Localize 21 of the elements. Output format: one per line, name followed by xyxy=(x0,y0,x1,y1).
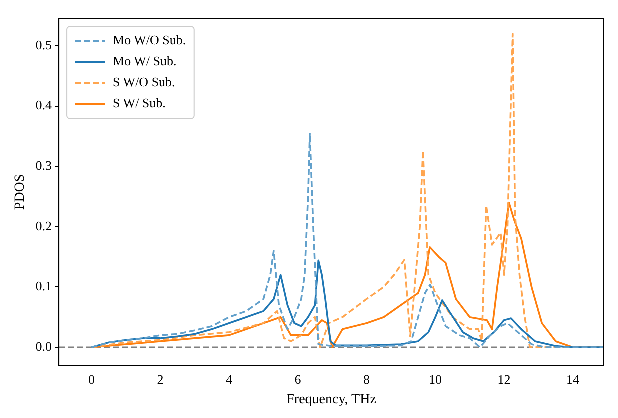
y-tick-label: 0.0 xyxy=(36,338,52,354)
x-axis-title: Frequency, THz xyxy=(286,392,376,408)
legend-label: S W/O Sub. xyxy=(113,74,176,90)
y-tick-label: 0.3 xyxy=(36,158,52,173)
y-tick-label: 0.2 xyxy=(36,218,52,234)
legend-label: S W/ Sub. xyxy=(113,96,166,111)
y-tick-label: 0.1 xyxy=(36,278,52,294)
line-series xyxy=(90,132,604,348)
x-tick-label: 14 xyxy=(566,372,580,387)
x-tick-label: 0 xyxy=(88,372,95,387)
x-tick-label: 2 xyxy=(157,372,164,387)
x-tick-label: 6 xyxy=(294,372,302,387)
y-tick-label: 0.5 xyxy=(36,37,52,52)
legend-label: Mo W/ Sub. xyxy=(113,54,177,69)
y-axis-title: PDOS xyxy=(13,174,28,210)
y-tick-label: 0.4 xyxy=(36,98,53,113)
legend-label: Mo W/O Sub. xyxy=(113,32,186,48)
x-tick-label: 8 xyxy=(364,372,370,387)
x-tick-label: 12 xyxy=(498,372,511,387)
x-tick-label: 4 xyxy=(226,372,233,387)
x-tick-label: 10 xyxy=(429,372,442,387)
